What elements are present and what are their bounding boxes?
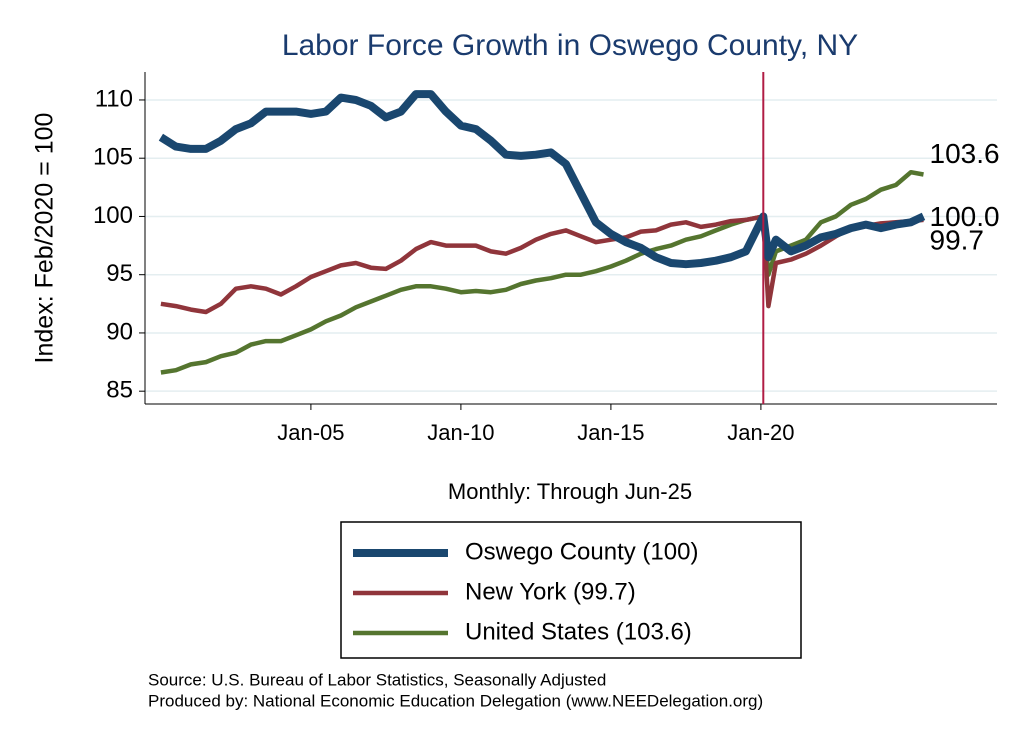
x-tick-label: Jan-20 [727,420,794,445]
x-tick-label: Jan-15 [577,420,644,445]
chart-title: Labor Force Growth in Oswego County, NY [282,29,858,62]
producer-note: Produced by: National Economic Education… [148,691,763,710]
end-label: 99.7 [930,224,985,255]
end-label: 103.6 [930,138,1000,169]
y-tick-label: 85 [106,377,133,404]
legend-label: New York (99.7) [465,578,636,605]
legend-box [340,521,802,659]
y-tick-label: 105 [93,144,133,171]
y-tick-label: 110 [95,85,133,112]
legend-label: United States (103.6) [465,618,692,645]
series-line [160,214,924,315]
end-label: 100.0 [930,201,1000,232]
legend-label: Oswego County (100) [465,538,698,565]
plot-area [145,72,997,404]
x-tick-label: Jan-10 [427,420,494,445]
series-line [158,90,926,269]
y-tick-label: 100 [93,202,133,229]
source-note: Source: U.S. Bureau of Labor Statistics,… [148,670,606,689]
x-tick-label: Jan-05 [277,420,344,445]
y-tick-label: 90 [106,318,133,345]
y-axis-label: Index: Feb/2020 = 100 [31,113,59,364]
x-axis-label: Monthly: Through Jun-25 [448,479,692,504]
y-tick-label: 95 [106,260,133,287]
series-line [160,169,924,375]
